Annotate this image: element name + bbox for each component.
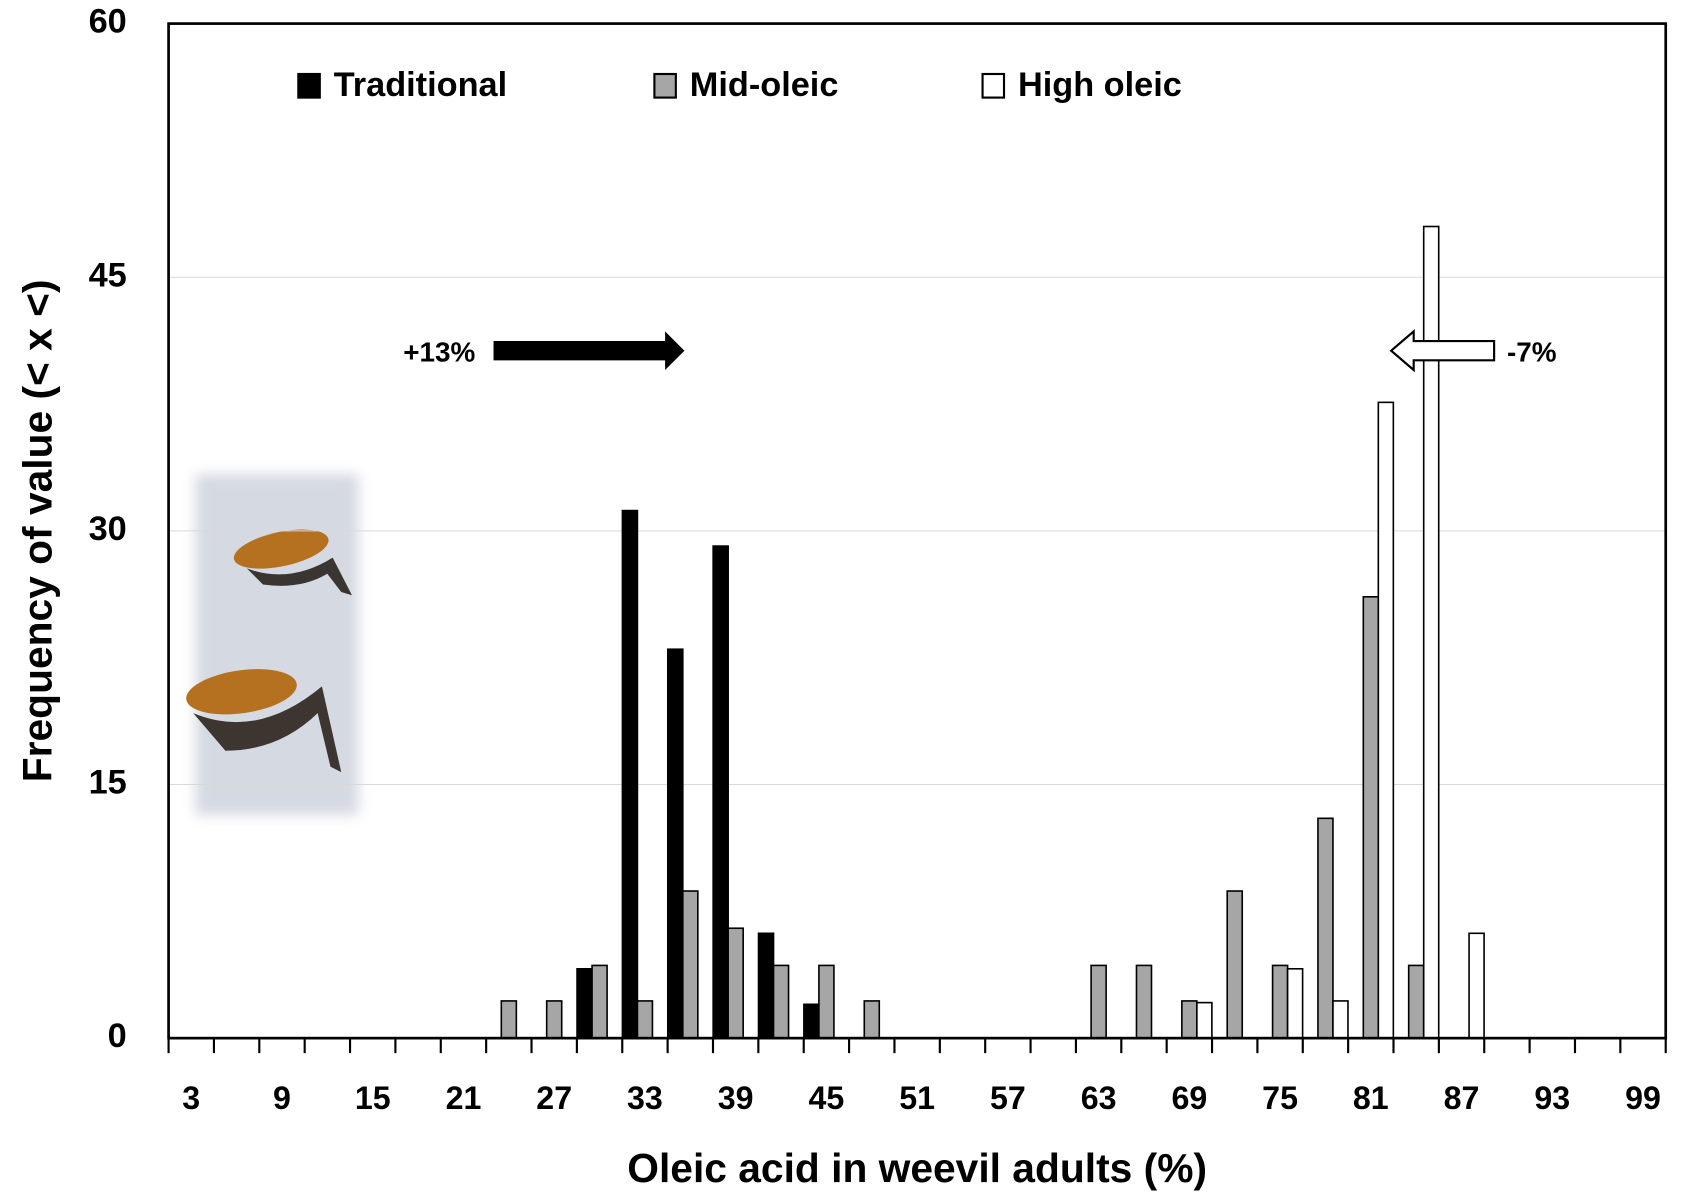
x-tick-label: 27 [536,1080,572,1116]
bar [774,965,789,1038]
y-tick-label: 60 [89,3,127,41]
chart: 015304560 391521273339455157636975818793… [0,0,1682,1199]
y-tick-label: 30 [89,510,127,548]
x-tick-label: 75 [1262,1080,1298,1116]
bar [1333,1001,1348,1038]
legend: Traditional Mid-oleic High oleic [298,66,1182,104]
bar [1136,965,1151,1038]
bar [1288,969,1303,1038]
x-tick-label: 87 [1444,1080,1480,1116]
bar [1469,933,1484,1038]
bar [1363,597,1378,1038]
x-tick-label: 21 [446,1080,482,1116]
bar [804,1004,819,1038]
bar [547,1001,562,1038]
bar [728,928,743,1038]
arrow-left [1391,331,1494,370]
annotation: +13% [403,336,475,367]
x-axis-title: Oleic acid in weevil adults (%) [627,1145,1207,1191]
bar [864,1001,879,1038]
bar [1182,1001,1197,1038]
bar [637,1001,652,1038]
x-tick-label: 15 [355,1080,391,1116]
x-tick-label: 69 [1171,1080,1207,1116]
x-tick-label: 9 [273,1080,291,1116]
bar [1273,965,1288,1038]
arrow-right [494,331,685,370]
bar [1409,965,1424,1038]
x-tick-label: 81 [1353,1080,1389,1116]
y-axis-title: Frequency of value (< x <) [15,279,61,782]
annotation: -7% [1507,336,1557,367]
legend-label: Traditional [334,66,507,104]
legend-label: Mid-oleic [690,66,839,104]
bar [1091,965,1106,1038]
bar [592,965,607,1038]
bar [1318,818,1333,1038]
bar [1378,402,1393,1038]
bar [713,546,728,1038]
y-tick-label: 45 [89,256,127,294]
bar [577,969,592,1038]
weevil-photo [183,474,358,815]
x-tick-label: 99 [1625,1080,1661,1116]
x-tick-label: 63 [1081,1080,1117,1116]
bar [501,1001,516,1038]
legend-swatch [298,74,319,98]
x-tick-label: 51 [899,1080,935,1116]
x-tick-label: 33 [627,1080,663,1116]
bar [683,891,698,1038]
bar [668,649,683,1038]
bar [1197,1003,1212,1039]
bar [622,511,637,1039]
legend-swatch [654,74,675,98]
y-tick-label: 0 [108,1017,127,1055]
x-tick-label: 93 [1534,1080,1570,1116]
bar [819,965,834,1038]
x-tick-label: 45 [809,1080,845,1116]
x-tick-label: 3 [182,1080,200,1116]
x-tick-label: 39 [718,1080,754,1116]
bar [1227,891,1242,1038]
x-tick-label: 57 [990,1080,1026,1116]
y-tick-label: 15 [89,764,127,802]
legend-label: High oleic [1018,66,1182,104]
bar [759,933,774,1038]
legend-swatch [983,74,1004,98]
